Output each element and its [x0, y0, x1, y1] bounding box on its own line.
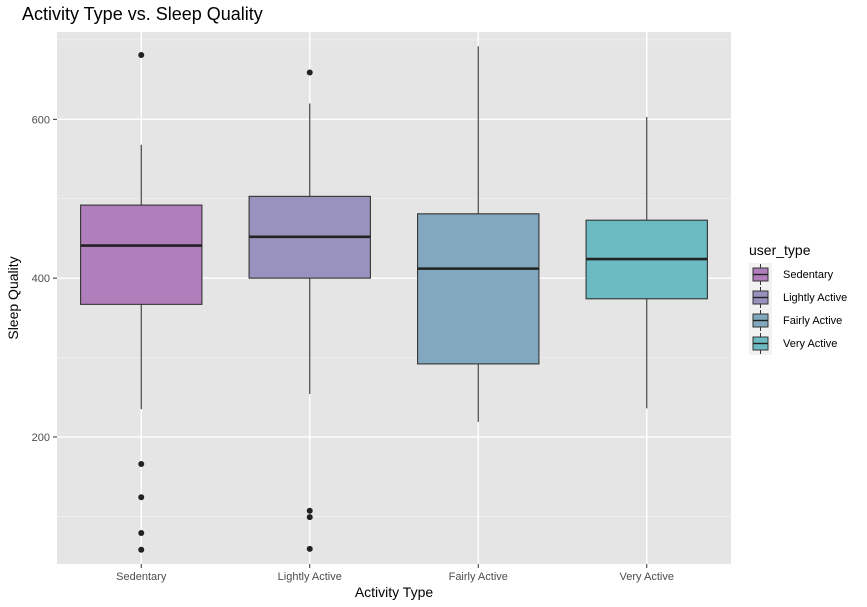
legend-item: Very Active — [749, 332, 837, 355]
grid-minor — [57, 39, 731, 517]
outlier-point — [306, 514, 313, 521]
y-tick-label: 400 — [32, 273, 50, 285]
outlier-point — [306, 507, 313, 514]
boxes — [80, 46, 708, 553]
box-very-active — [585, 116, 708, 409]
legend-item: Fairly Active — [749, 309, 842, 332]
outlier-point — [138, 52, 145, 59]
outlier-point — [306, 69, 313, 76]
chart-title: Activity Type vs. Sleep Quality — [22, 4, 263, 24]
x-tick-label: Fairly Active — [449, 571, 508, 583]
legend-item: Sedentary — [749, 263, 834, 286]
legend-label: Lightly Active — [783, 292, 847, 304]
legend-label: Sedentary — [783, 269, 834, 281]
box-iqr — [417, 213, 540, 365]
outlier-point — [138, 546, 145, 553]
legend: user_type Sedentary Lightly Active Fairly … — [749, 242, 847, 355]
y-tick-label: 200 — [32, 432, 50, 444]
x-tick-label: Sedentary — [116, 571, 167, 583]
box-fairly-active — [417, 46, 540, 422]
y-axis: 200 400 600 — [32, 114, 57, 444]
box-iqr — [80, 204, 203, 305]
y-axis-title: Sleep Quality — [5, 256, 21, 339]
outlier-point — [138, 494, 145, 501]
outlier-point — [138, 460, 145, 467]
legend-label: Fairly Active — [783, 315, 842, 327]
y-tick-label: 600 — [32, 114, 50, 126]
x-axis: Sedentary Lightly Active Fairly Active Very… — [116, 564, 674, 583]
x-axis-title: Activity Type — [355, 584, 434, 600]
x-tick-label: Lightly Active — [278, 571, 342, 583]
box-lightly-active — [248, 69, 371, 552]
outlier-point — [306, 545, 313, 552]
legend-title: user_type — [749, 242, 811, 258]
legend-label: Very Active — [783, 338, 837, 350]
legend-item: Lightly Active — [749, 286, 847, 309]
x-tick-label: Very Active — [620, 571, 674, 583]
outlier-point — [138, 530, 145, 537]
box-sedentary — [80, 52, 203, 553]
